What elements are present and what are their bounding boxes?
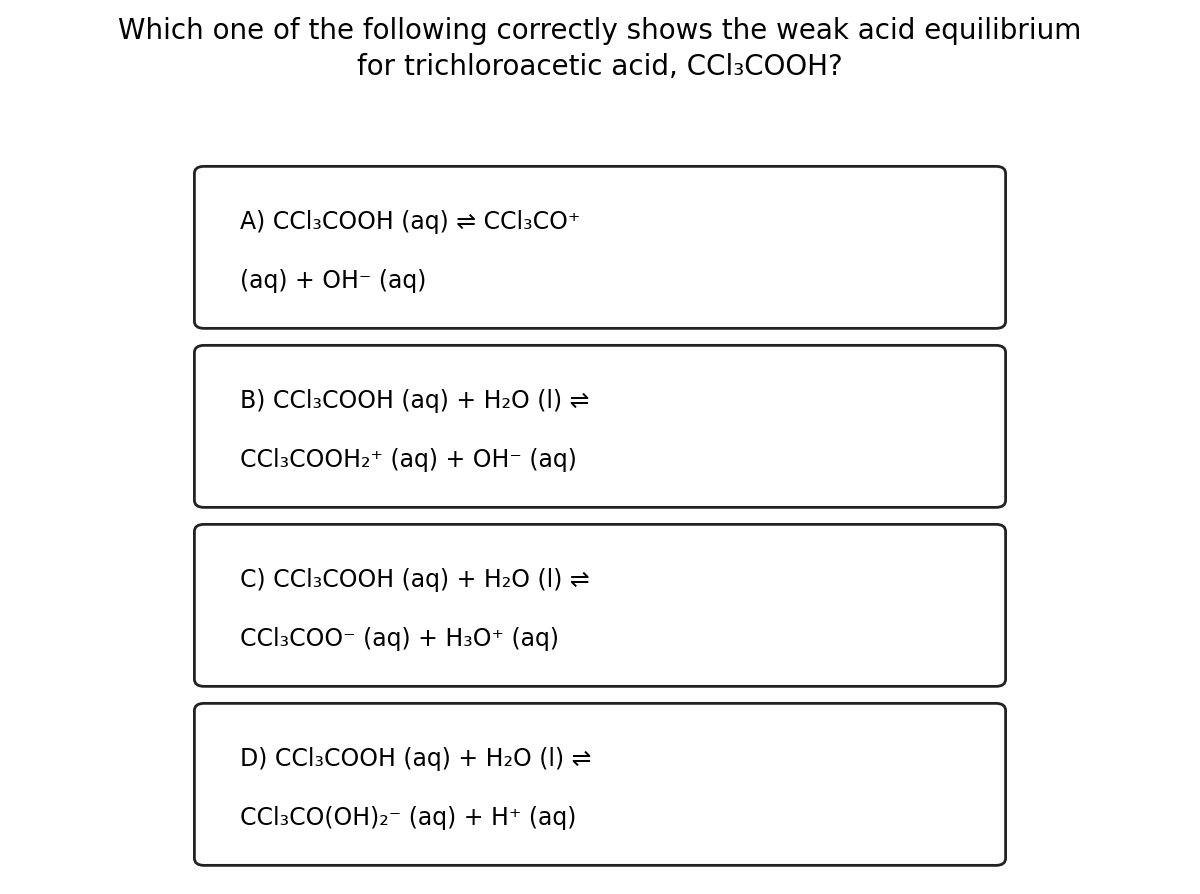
Text: (aq) + OH⁻ (aq): (aq) + OH⁻ (aq) <box>240 268 426 292</box>
Text: for trichloroacetic acid, CCl₃COOH?: for trichloroacetic acid, CCl₃COOH? <box>358 53 842 81</box>
Text: CCl₃COOH₂⁺ (aq) + OH⁻ (aq): CCl₃COOH₂⁺ (aq) + OH⁻ (aq) <box>240 447 577 471</box>
FancyBboxPatch shape <box>194 346 1006 508</box>
Text: D) CCl₃COOH (aq) + H₂O (l) ⇌: D) CCl₃COOH (aq) + H₂O (l) ⇌ <box>240 746 592 770</box>
Text: C) CCl₃COOH (aq) + H₂O (l) ⇌: C) CCl₃COOH (aq) + H₂O (l) ⇌ <box>240 567 589 591</box>
Text: B) CCl₃COOH (aq) + H₂O (l) ⇌: B) CCl₃COOH (aq) + H₂O (l) ⇌ <box>240 388 589 412</box>
FancyBboxPatch shape <box>194 704 1006 865</box>
Text: Which one of the following correctly shows the weak acid equilibrium: Which one of the following correctly sho… <box>119 17 1081 46</box>
Text: CCl₃CO(OH)₂⁻ (aq) + H⁺ (aq): CCl₃CO(OH)₂⁻ (aq) + H⁺ (aq) <box>240 805 576 829</box>
FancyBboxPatch shape <box>194 525 1006 687</box>
Text: A) CCl₃COOH (aq) ⇌ CCl₃CO⁺: A) CCl₃COOH (aq) ⇌ CCl₃CO⁺ <box>240 209 581 233</box>
FancyBboxPatch shape <box>194 167 1006 329</box>
Text: CCl₃COO⁻ (aq) + H₃O⁺ (aq): CCl₃COO⁻ (aq) + H₃O⁺ (aq) <box>240 626 559 650</box>
